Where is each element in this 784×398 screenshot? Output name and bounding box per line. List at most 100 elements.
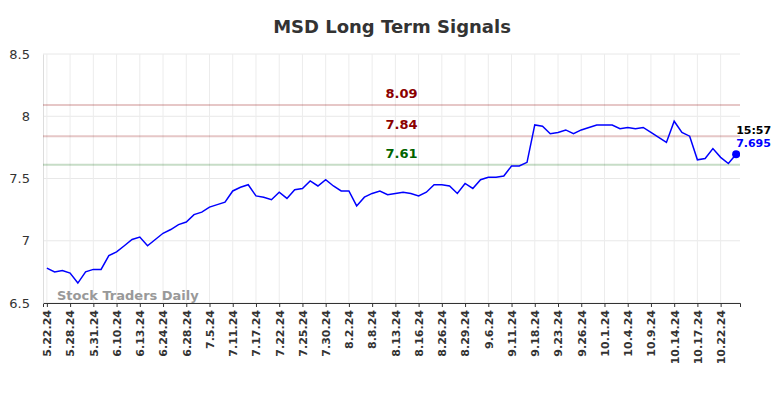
x-tick-label: 5.22.24 <box>41 310 54 357</box>
y-tick-label: 7 <box>22 233 30 248</box>
grid-line-x <box>325 54 326 303</box>
x-tick-label: 7.25.24 <box>297 310 310 357</box>
x-tick: 8.29.24 <box>459 303 472 357</box>
x-tick-label: 7.11.24 <box>227 310 240 357</box>
x-tick: 10.9.24 <box>645 303 658 357</box>
grid-line-x <box>697 54 698 303</box>
x-tick-label: 6.13.24 <box>134 310 147 357</box>
plot-area <box>43 105 740 283</box>
x-tick-label: 7.17.24 <box>250 310 263 357</box>
x-tick: 9.23.24 <box>552 303 565 357</box>
x-tick: 10.17.24 <box>692 303 705 364</box>
x-tick: 8.13.24 <box>390 303 403 357</box>
x-tick-mark <box>535 303 536 307</box>
reference-label: 7.84 <box>385 117 417 132</box>
x-tick: 7.30.24 <box>320 303 333 357</box>
x-tick: 7.5.24 <box>204 303 217 349</box>
y-tick-label: 7.5 <box>9 171 30 186</box>
time-label: 15:57 <box>736 124 771 137</box>
x-tick: 6.28.24 <box>181 303 194 357</box>
series-line <box>47 121 736 283</box>
chart: MSD Long Term Signals5.22.245.28.245.31.… <box>0 0 784 398</box>
x-tick: 7.22.24 <box>274 303 287 357</box>
x-tick: 10.14.24 <box>669 303 682 364</box>
x-tick: 6.13.24 <box>134 303 147 357</box>
grid-line-x <box>255 54 256 303</box>
x-tick: 7.25.24 <box>297 303 310 357</box>
grid-line-x <box>116 54 117 303</box>
grid-line-x <box>186 54 187 303</box>
grid-line-x <box>163 54 164 303</box>
x-tick: 9.26.24 <box>576 303 589 357</box>
grid-line-x <box>534 54 535 303</box>
x-tick: 9.11.24 <box>506 303 519 357</box>
x-tick: 5.31.24 <box>88 303 101 357</box>
grid-line-x <box>93 54 94 303</box>
x-tick-mark <box>93 303 94 307</box>
x-tick-mark <box>395 303 396 307</box>
grid-line-x <box>279 54 280 303</box>
x-tick-label: 9.6.24 <box>483 310 496 349</box>
x-tick-mark <box>256 303 257 307</box>
x-tick-label: 7.30.24 <box>320 310 333 357</box>
grid-line-x <box>139 54 140 303</box>
grid-line-x <box>209 54 210 303</box>
grid-line-x <box>488 54 489 303</box>
grid-line-x <box>441 54 442 303</box>
x-tick: 8.2.24 <box>343 303 356 349</box>
x-tick-label: 9.18.24 <box>529 310 542 357</box>
y-tick: 7.5 <box>9 171 43 186</box>
x-tick-mark <box>117 303 118 307</box>
end-marker <box>732 150 740 158</box>
x-tick: 6.24.24 <box>157 303 170 357</box>
x-tick: 10.4.24 <box>622 303 635 357</box>
x-tick-mark <box>581 303 582 307</box>
x-tick-mark <box>604 303 605 307</box>
grid-line-x <box>465 54 466 303</box>
grid-line-x <box>70 54 71 303</box>
x-tick-label: 6.10.24 <box>111 310 124 357</box>
x-axis-line <box>44 304 741 308</box>
x-tick-label: 7.22.24 <box>274 310 287 357</box>
y-tick-label: 8.5 <box>9 47 30 62</box>
x-tick-label: 6.28.24 <box>181 310 194 357</box>
grid-line-x <box>627 54 628 303</box>
x-tick-mark <box>233 303 234 307</box>
y-axis: 6.577.588.5 <box>9 47 43 311</box>
x-tick: 7.17.24 <box>250 303 263 357</box>
x-tick-label: 8.8.24 <box>366 310 379 349</box>
x-axis: 5.22.24 5.28.24 5.31.24 6.10.24 6.13.24 6.24.… <box>41 303 740 364</box>
x-tick-label: 10.14.24 <box>669 310 682 365</box>
grid-line-x <box>232 54 233 303</box>
x-tick: 7.11.24 <box>227 303 240 357</box>
grid-line-x <box>674 54 675 303</box>
grid-line-x <box>511 54 512 303</box>
x-tick-mark <box>47 303 48 307</box>
x-tick-label: 8.16.24 <box>413 310 426 357</box>
reference-label: 8.09 <box>385 86 417 101</box>
x-tick: 6.10.24 <box>111 303 124 357</box>
grid-line-x <box>650 54 651 303</box>
x-tick-mark <box>186 303 187 307</box>
x-tick-mark <box>465 303 466 307</box>
x-tick-label: 10.9.24 <box>645 310 658 357</box>
x-tick-label: 9.11.24 <box>506 310 519 357</box>
x-tick: 8.26.24 <box>436 303 449 357</box>
x-tick-mark <box>628 303 629 307</box>
y-tick: 6.5 <box>9 296 43 311</box>
grid-line-y <box>43 178 740 179</box>
x-tick-mark <box>70 303 71 307</box>
x-tick-label: 10.22.24 <box>715 310 728 365</box>
x-tick-mark <box>210 303 211 307</box>
grid <box>43 54 740 303</box>
x-tick-mark <box>349 303 350 307</box>
reference-line <box>43 135 740 137</box>
x-tick-mark <box>488 303 489 307</box>
x-tick-label: 5.28.24 <box>64 310 77 357</box>
x-tick-mark <box>419 303 420 307</box>
x-tick-label: 8.29.24 <box>459 310 472 357</box>
x-tick: 10.22.24 <box>715 303 728 364</box>
reference-line <box>43 164 740 166</box>
grid-line-x <box>581 54 582 303</box>
x-tick-label: 9.26.24 <box>576 310 589 357</box>
